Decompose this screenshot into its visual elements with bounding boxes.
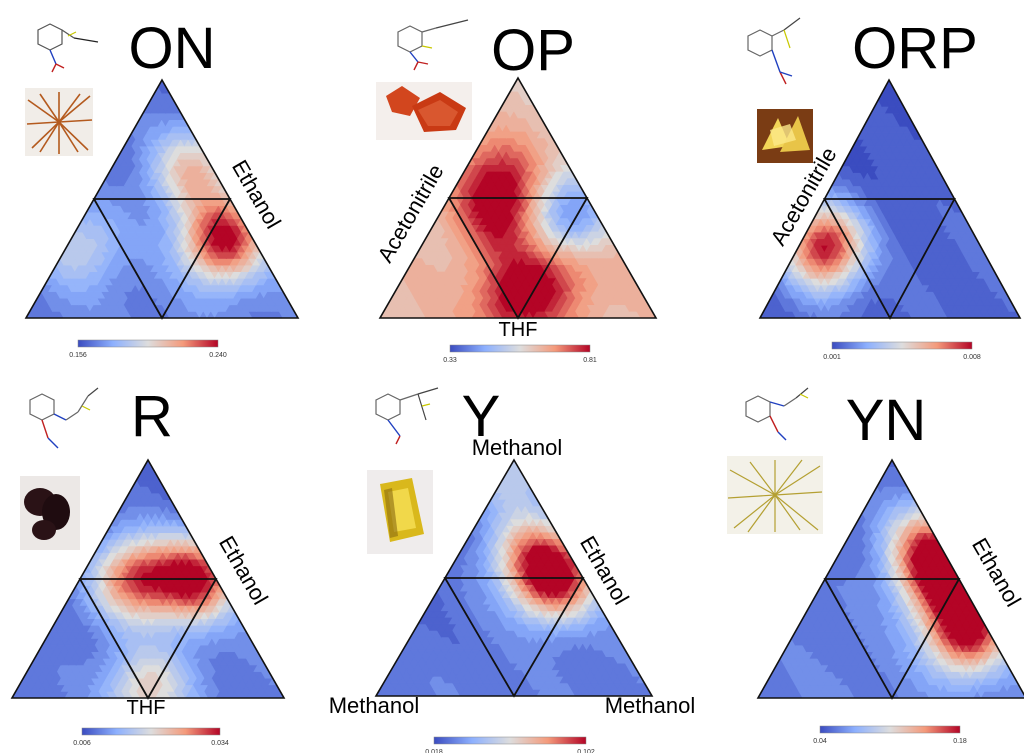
colorbar-orp: 0.001 0.008 — [823, 341, 981, 361]
colorbar-min-label: 0.001 — [823, 354, 841, 361]
molecule-structure-icon — [747, 17, 801, 85]
panel-title-on: ON — [129, 16, 216, 81]
panel-orp: ORP Acetonitrile 0.001 0.008 — [747, 16, 1022, 361]
colorbar-min-label: 0.33 — [443, 357, 457, 364]
crystal-photo-icon — [25, 88, 93, 156]
colorbar-min-label: 0.156 — [69, 352, 87, 359]
colorbar-max-label: 0.240 — [209, 352, 227, 359]
axis-label-thf-op: THF — [499, 319, 538, 341]
colorbar-max-label: 0.81 — [583, 357, 597, 364]
panel-on: ON Ethanol 0.156 0.240 — [24, 16, 300, 359]
panel-title-orp: ORP — [852, 16, 978, 81]
colorbar-gradient — [77, 339, 219, 348]
colorbar-op: 0.33 0.81 — [443, 344, 597, 364]
crystal-photo-icon — [757, 109, 813, 163]
colorbar-on: 0.156 0.240 — [69, 339, 227, 359]
crystal-photo-icon — [376, 82, 472, 140]
molecule-structure-icon — [397, 19, 469, 71]
panel-title-op: OP — [491, 18, 575, 83]
colorbar-gradient — [449, 344, 591, 353]
panel-r: R Ethanol THF 0.006 0.034 — [10, 384, 286, 747]
molecule-structure-icon — [37, 23, 99, 73]
panel-op: OP Acetonitrile THF 0.33 0.81 — [372, 18, 658, 364]
colorbar-max-label: 0.008 — [963, 354, 981, 361]
colorbar-gradient — [831, 341, 973, 350]
